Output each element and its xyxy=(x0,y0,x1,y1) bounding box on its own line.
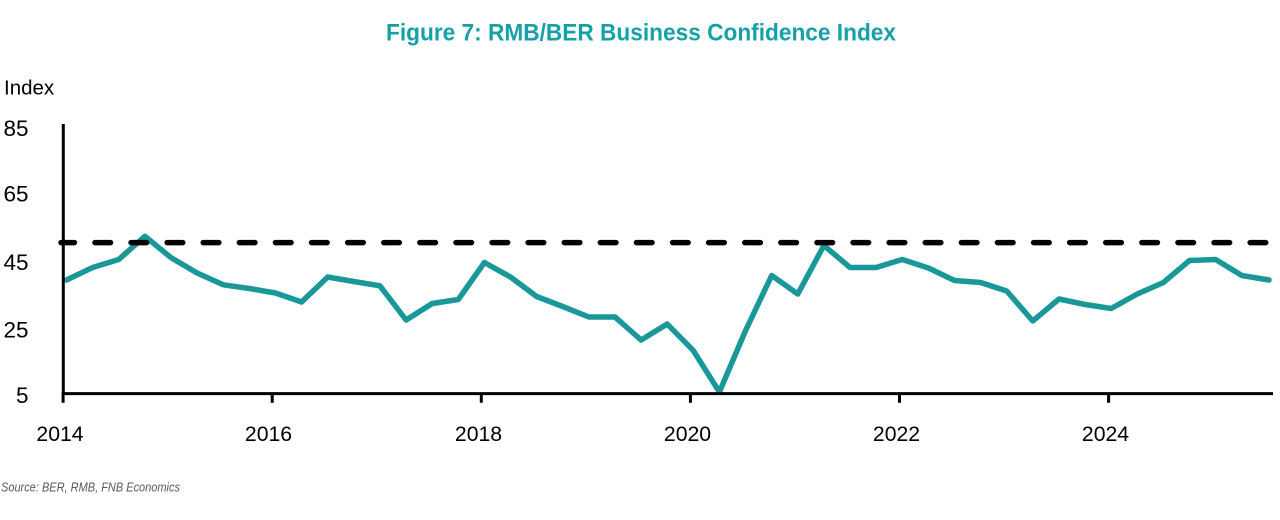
svg-text:2014: 2014 xyxy=(36,423,83,446)
svg-text:Source: BER, RMB, FNB Economic: Source: BER, RMB, FNB Economics xyxy=(1,479,180,494)
svg-text:85: 85 xyxy=(3,116,28,141)
svg-text:5: 5 xyxy=(16,383,29,408)
svg-text:25: 25 xyxy=(3,318,28,343)
svg-text:45: 45 xyxy=(3,250,28,275)
svg-text:2020: 2020 xyxy=(664,423,711,446)
svg-text:2016: 2016 xyxy=(245,423,292,446)
svg-text:Figure 7: RMB/BER Business Con: Figure 7: RMB/BER Business Confidence In… xyxy=(386,20,897,47)
svg-text:2022: 2022 xyxy=(873,423,920,446)
svg-text:65: 65 xyxy=(3,182,28,207)
svg-text:2024: 2024 xyxy=(1082,423,1129,446)
svg-text:Index: Index xyxy=(4,77,55,100)
svg-text:2018: 2018 xyxy=(455,423,502,446)
